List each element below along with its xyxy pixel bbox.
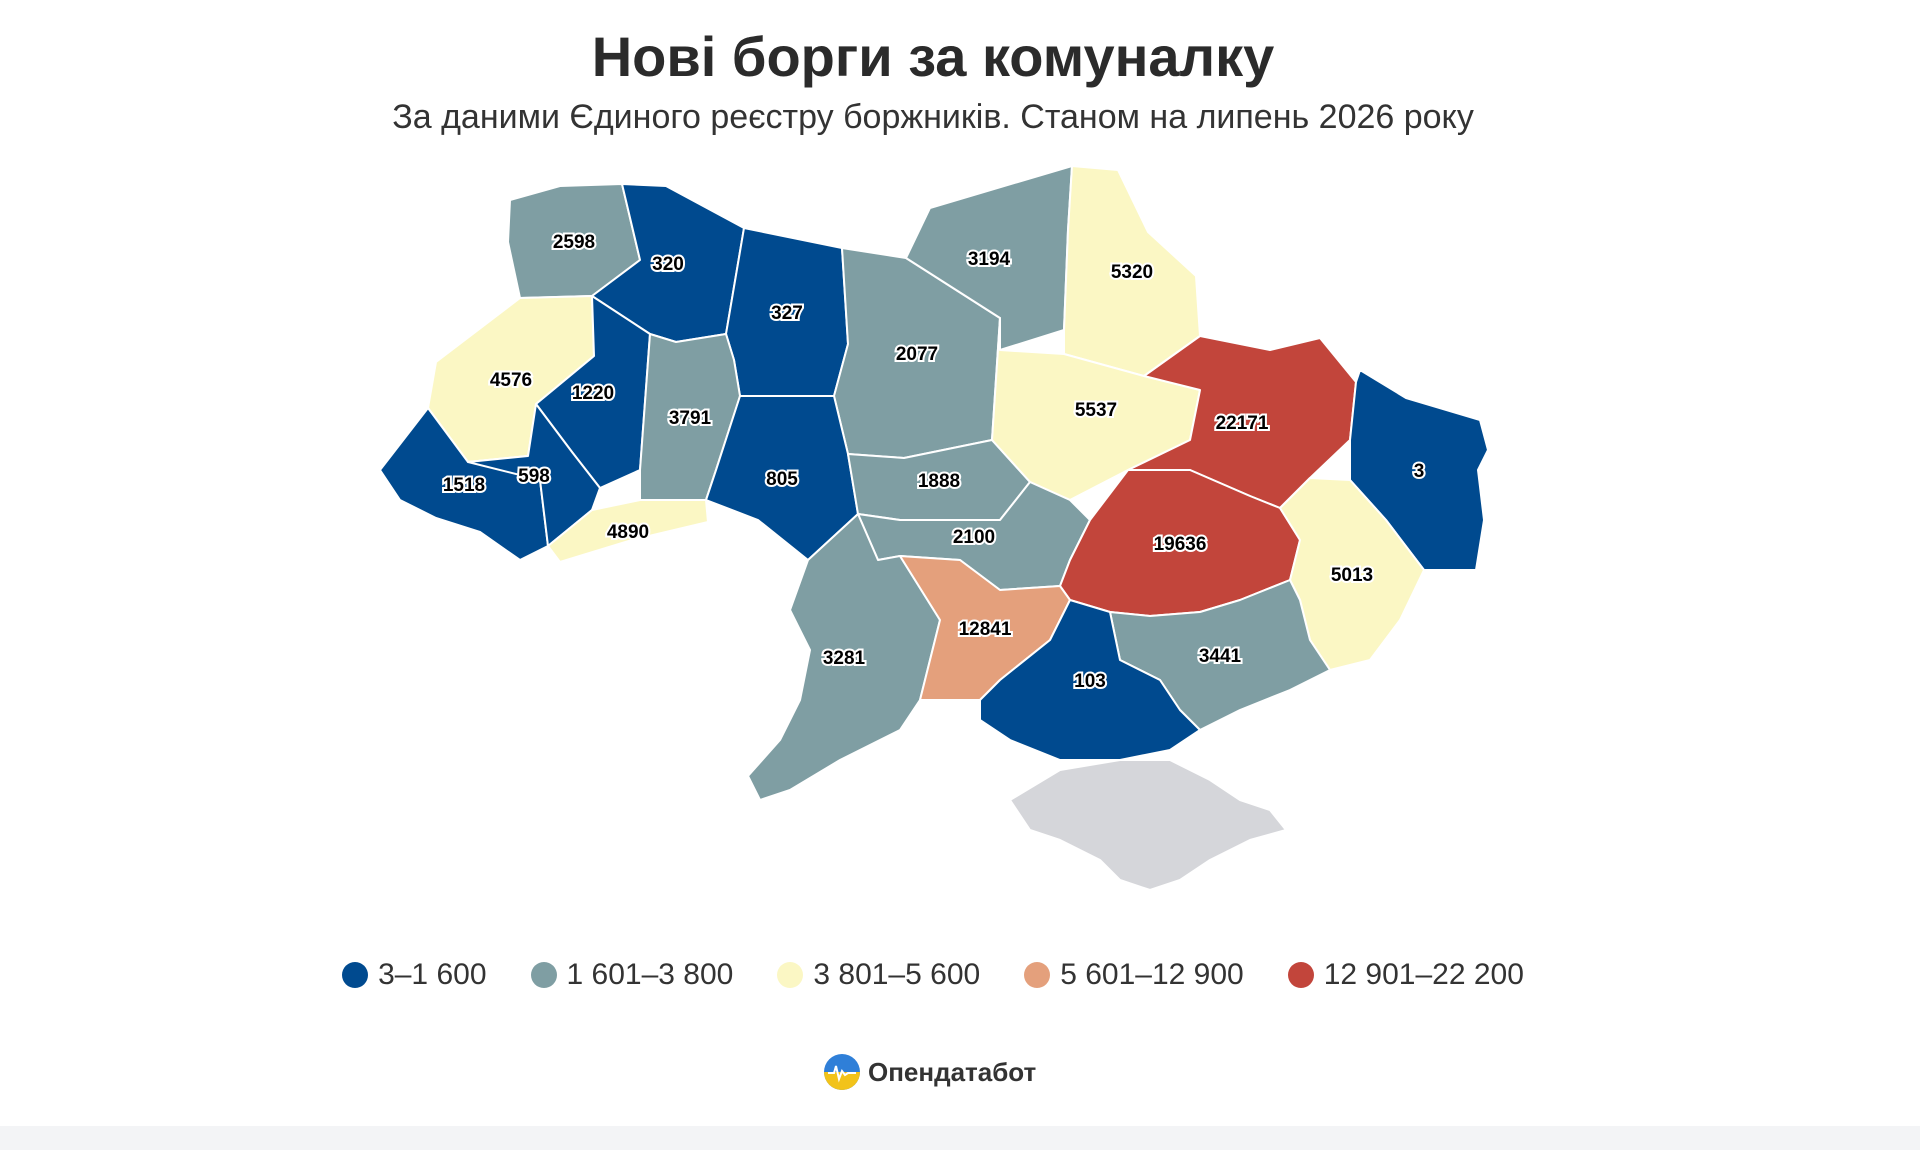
region-ivano-frankivsk[interactable] (467, 403, 601, 547)
region-kherson[interactable] (979, 599, 1201, 761)
region-value-chernihiv: 3194 (968, 249, 1011, 270)
region-value-kharkiv: 22171 (1216, 413, 1269, 434)
bottom-strip (0, 1126, 1920, 1150)
legend-item: 5 601–12 900 (1024, 958, 1244, 992)
brand: Опендатабот (822, 1052, 1036, 1092)
legend-label: 12 901–22 200 (1323, 958, 1524, 991)
region-value-ivano-frankivsk: 598 (518, 466, 550, 487)
legend-label: 1 601–3 800 (566, 958, 734, 991)
brand-name: Опендатабот (868, 1056, 1037, 1087)
region-value-rivne: 320 (652, 254, 684, 275)
region-value-mykolaiv: 12841 (959, 619, 1012, 640)
region-value-khmelnytskyi: 3791 (669, 408, 712, 429)
legend-swatch (1024, 962, 1051, 988)
legend-item: 1 601–3 800 (530, 958, 734, 992)
legend-swatch (342, 962, 369, 988)
region-value-zhytomyr: 327 (771, 303, 803, 324)
region-labels: 2598 320 327 2077 3194 5320 4576 1220 3791 805 188… (441, 230, 1426, 694)
region-value-poltava: 5537 (1075, 400, 1117, 421)
region-value-dnipropetrovsk: 19636 (1154, 534, 1207, 555)
region-value-volyn: 2598 (553, 232, 595, 253)
map-title: Нові борги за комуналку (591, 25, 1275, 88)
legend-item: 3 801–5 600 (777, 958, 980, 992)
region-crimea (1009, 759, 1287, 891)
region-value-luhansk: 3 (1414, 461, 1425, 482)
region-value-cherkasy: 1888 (918, 471, 960, 492)
region-value-sumy: 5320 (1111, 262, 1153, 283)
region-odesa[interactable] (747, 513, 941, 801)
legend-label: 3 801–5 600 (813, 958, 981, 991)
region-value-donetsk: 5013 (1331, 565, 1373, 586)
legend-swatch (777, 962, 804, 988)
region-value-lviv: 4576 (490, 370, 532, 391)
region-value-odesa: 3281 (823, 648, 866, 669)
legend-label: 3–1 600 (378, 958, 487, 991)
region-value-zakarpattia: 1518 (443, 475, 485, 496)
legend-swatch (1287, 962, 1314, 988)
legend-item: 12 901–22 200 (1287, 958, 1524, 992)
region-chernivtsi[interactable] (547, 499, 709, 563)
region-value-kyiv-oblast: 2077 (896, 344, 938, 365)
region-value-vinnytsia: 805 (766, 469, 798, 490)
map-subtitle: За даними Єдиного реєстру боржників. Ста… (392, 98, 1474, 136)
regions-layer (379, 165, 1489, 891)
legend-item: 3–1 600 (342, 958, 487, 992)
region-value-kirovohrad: 2100 (953, 527, 995, 548)
legend-swatch (530, 962, 557, 988)
legend: 3–1 600 1 601–3 800 3 801–5 600 5 601–12 90… (0, 958, 1866, 992)
opendatabot-logo-icon (824, 1054, 860, 1090)
region-value-zaporizhzhia: 3441 (1199, 646, 1242, 667)
region-value-kherson: 103 (1074, 671, 1106, 692)
legend-label: 5 601–12 900 (1060, 958, 1244, 991)
region-value-chernivtsi: 4890 (607, 522, 649, 543)
region-value-ternopil: 1220 (572, 383, 614, 404)
